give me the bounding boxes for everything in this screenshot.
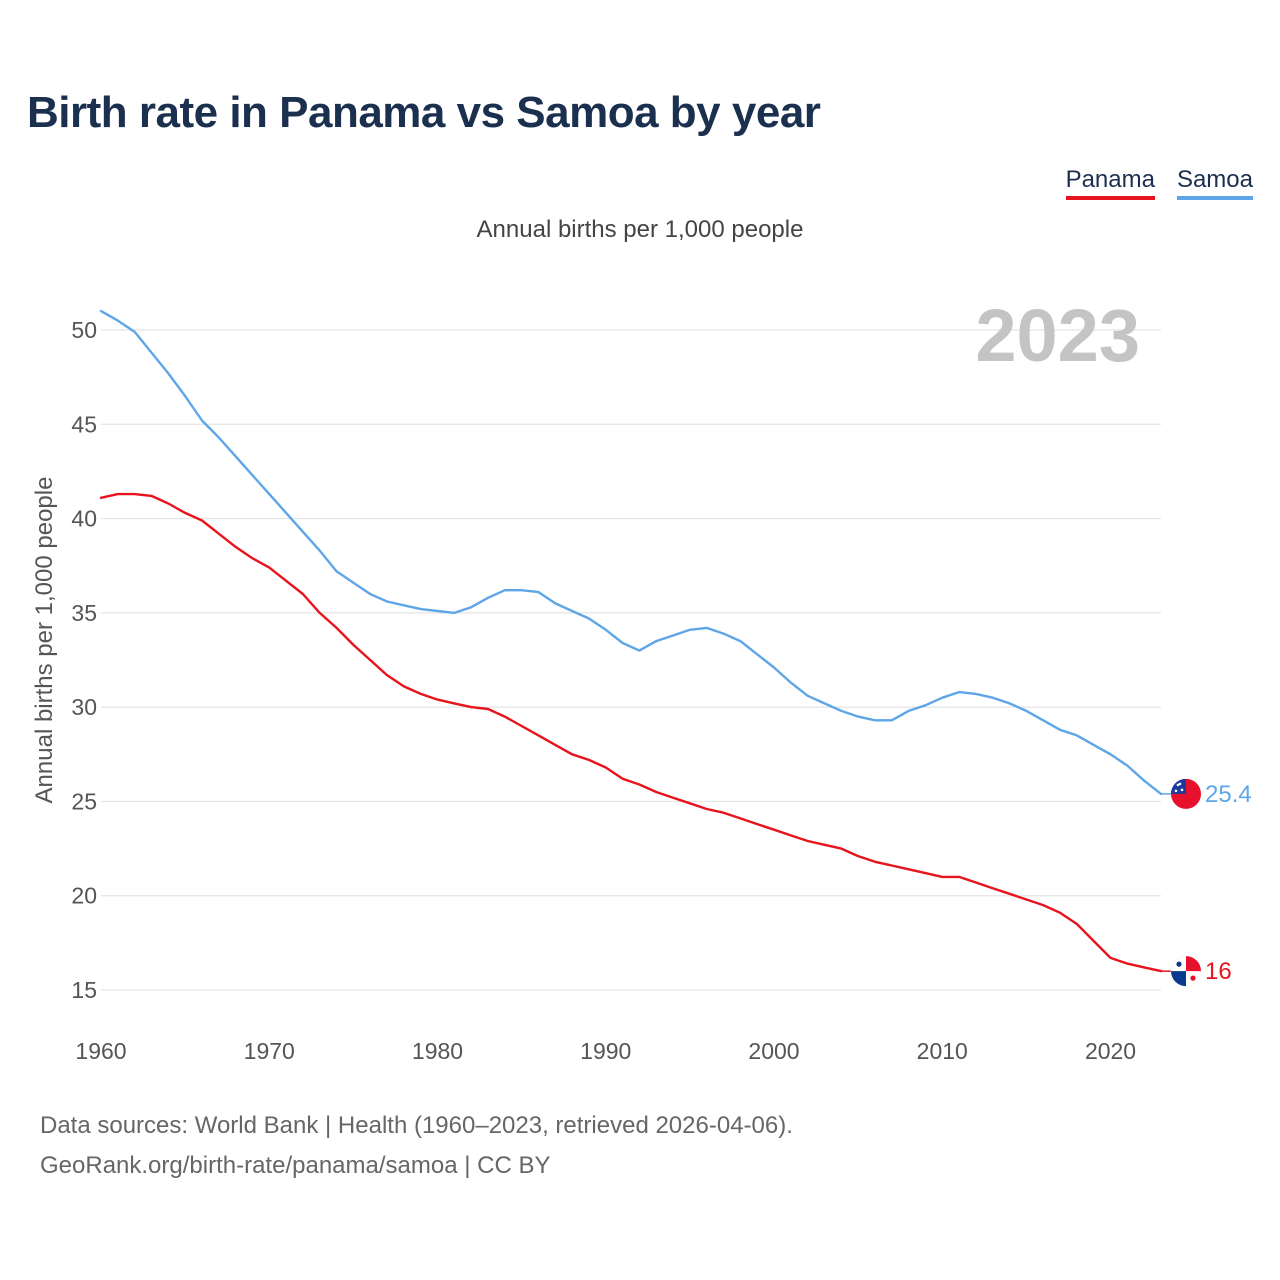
- flag-samoa-icon: [1171, 778, 1201, 809]
- x-axis-ticks: 1960 1970 1980 1990 2000 2010 2020: [75, 1038, 1136, 1064]
- y-tick-label: 35: [71, 600, 97, 626]
- end-value-label-panama: 16: [1205, 958, 1232, 985]
- x-tick-label: 2010: [917, 1038, 968, 1064]
- y-tick-label: 30: [71, 694, 97, 720]
- y-axis-label: Annual births per 1,000 people: [31, 477, 58, 804]
- series-line-panama: [99, 492, 1163, 973]
- source-line-1: Data sources: World Bank | Health (1960–…: [40, 1112, 793, 1139]
- series-lines: [99, 309, 1163, 973]
- x-tick-label: 1960: [75, 1038, 126, 1064]
- chart-subtitle: Annual births per 1,000 people: [476, 216, 804, 243]
- y-axis-ticks: 15 20 25 30 35 40 45 50: [71, 317, 97, 1003]
- legend-item-samoa[interactable]: Samoa: [1176, 166, 1253, 200]
- gridlines: [101, 329, 1161, 991]
- end-value-label-samoa: 25.4: [1205, 781, 1252, 808]
- x-tick-label: 1990: [580, 1038, 631, 1064]
- x-tick-label: 2000: [748, 1038, 799, 1064]
- y-tick-label: 40: [71, 506, 97, 532]
- chart-title: Birth rate in Panama vs Samoa by year: [27, 88, 821, 137]
- legend: Panama Samoa: [1065, 166, 1253, 200]
- source-note: Data sources: World Bank | Health (1960–…: [40, 1106, 793, 1186]
- y-tick-label: 25: [71, 788, 97, 814]
- series-end-markers: 16 25.4: [1161, 778, 1252, 987]
- y-tick-label: 15: [71, 977, 97, 1003]
- x-tick-label: 1980: [412, 1038, 463, 1064]
- source-line-2: GeoRank.org/birth-rate/panama/samoa | CC…: [40, 1152, 551, 1179]
- series-line-samoa: [99, 309, 1163, 796]
- x-tick-label: 1970: [244, 1038, 295, 1064]
- legend-item-panama[interactable]: Panama: [1065, 166, 1155, 200]
- flag-panama-icon: [1170, 955, 1202, 987]
- year-watermark: 2023: [975, 294, 1140, 377]
- y-tick-label: 50: [71, 317, 97, 343]
- y-tick-label: 45: [71, 411, 97, 437]
- x-tick-label: 2020: [1085, 1038, 1136, 1064]
- y-tick-label: 20: [71, 883, 97, 909]
